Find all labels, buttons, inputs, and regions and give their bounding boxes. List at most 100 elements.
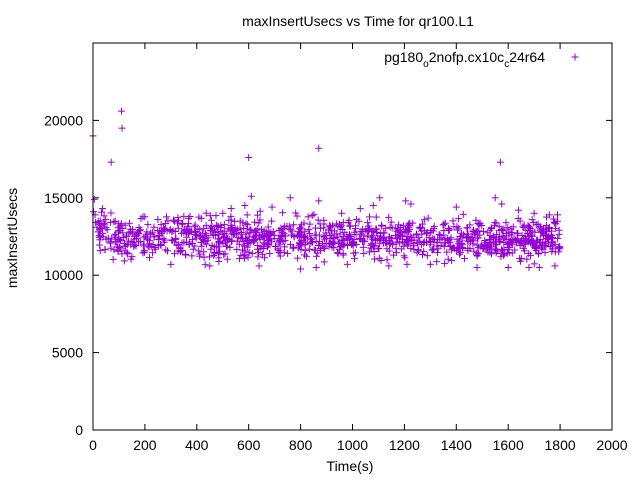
data-point: [486, 231, 494, 239]
data-point: [231, 217, 239, 225]
data-point: [189, 235, 197, 243]
data-point: [492, 231, 500, 239]
data-point: [243, 211, 251, 219]
data-point: [386, 223, 394, 231]
data-point: [104, 234, 112, 242]
data-point: [182, 250, 190, 258]
data-point: [336, 230, 344, 238]
data-point: [195, 213, 203, 221]
data-point: [433, 258, 441, 266]
data-point: [530, 218, 538, 226]
data-point: [235, 255, 243, 263]
x-tick-label: 400: [185, 437, 209, 453]
data-point: [531, 244, 539, 252]
data-point: [266, 229, 274, 237]
data-point: [507, 225, 515, 233]
data-point: [464, 247, 472, 255]
data-point: [212, 228, 220, 236]
data-point: [280, 249, 288, 257]
y-axis-title: maxInsertUsecs: [4, 188, 20, 288]
data-point: [119, 229, 127, 237]
data-point: [361, 237, 369, 245]
data-point: [428, 246, 436, 254]
data-point: [102, 224, 110, 232]
data-point: [399, 222, 407, 230]
data-point: [223, 242, 231, 250]
data-point: [426, 260, 434, 268]
data-point: [325, 222, 333, 230]
data-point: [379, 239, 387, 247]
data-point: [352, 225, 360, 233]
data-point: [279, 225, 287, 233]
data-point: [499, 247, 507, 255]
data-point: [315, 197, 323, 205]
x-tick-label: 1400: [441, 437, 472, 453]
data-point: [189, 245, 197, 253]
data-point: [473, 234, 481, 242]
data-point: [331, 234, 339, 242]
data-point: [452, 203, 460, 211]
data-point: [146, 229, 154, 237]
data-point: [210, 248, 218, 256]
data-point: [376, 194, 384, 202]
data-point: [256, 234, 264, 242]
data-point: [541, 240, 549, 248]
data-point: [174, 214, 182, 222]
data-point: [251, 218, 259, 226]
data-point: [221, 250, 229, 258]
data-point: [456, 249, 464, 257]
data-point: [399, 235, 407, 243]
data-point: [250, 236, 258, 244]
data-point: [199, 234, 207, 242]
data-point: [210, 242, 218, 250]
data-point: [502, 219, 510, 227]
data-point: [492, 249, 500, 257]
data-point: [339, 218, 347, 226]
data-point: [184, 222, 192, 230]
data-point: [523, 236, 531, 244]
data-point: [123, 250, 131, 258]
data-point: [444, 255, 452, 263]
data-point: [240, 224, 248, 232]
data-point: [365, 222, 373, 230]
x-tick-label: 1600: [493, 437, 524, 453]
data-point: [162, 246, 170, 254]
data-point: [261, 254, 269, 262]
data-point: [490, 222, 498, 230]
data-point: [464, 233, 472, 241]
data-point: [555, 248, 563, 256]
data-point: [268, 217, 276, 225]
data-point: [548, 234, 556, 242]
data-point: [489, 232, 497, 240]
data-point: [498, 226, 506, 234]
data-point: [234, 233, 242, 241]
data-point: [447, 234, 455, 242]
data-point: [276, 247, 284, 255]
data-point: [340, 228, 348, 236]
data-point: [414, 246, 422, 254]
data-point: [404, 228, 412, 236]
data-point: [523, 255, 531, 263]
data-point: [446, 226, 454, 234]
data-point: [286, 194, 294, 202]
data-point: [137, 215, 145, 223]
data-point: [202, 229, 210, 237]
data-point: [525, 263, 533, 271]
data-point: [139, 242, 147, 250]
data-point: [237, 230, 245, 238]
data-point: [378, 221, 386, 229]
data-point: [539, 245, 547, 253]
data-point: [223, 234, 231, 242]
data-point: [491, 245, 499, 253]
data-point: [150, 223, 158, 231]
data-point: [144, 236, 152, 244]
data-point: [223, 255, 231, 263]
data-point: [554, 211, 562, 219]
data-point: [517, 254, 525, 262]
data-point: [294, 254, 302, 262]
data-point: [248, 249, 256, 257]
data-point: [400, 229, 408, 237]
data-point: [474, 250, 482, 258]
data-point: [140, 240, 148, 248]
data-point: [174, 224, 182, 232]
